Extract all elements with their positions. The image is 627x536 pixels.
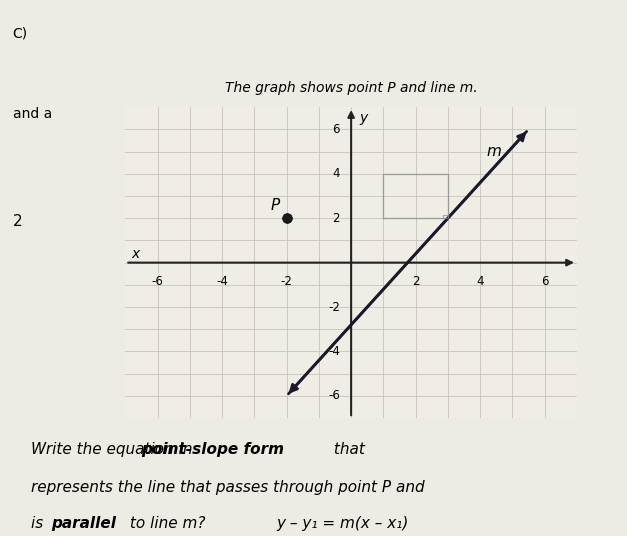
Text: The graph shows point P and line m.: The graph shows point P and line m. — [225, 81, 477, 95]
Text: represents the line that passes through point P and: represents the line that passes through … — [31, 480, 425, 495]
Text: -4: -4 — [216, 275, 228, 288]
Text: point-slope form: point-slope form — [141, 442, 284, 457]
Text: -4: -4 — [328, 345, 340, 358]
Text: P: P — [270, 198, 280, 213]
Text: 6: 6 — [332, 123, 340, 136]
Text: 4: 4 — [477, 275, 484, 288]
Text: -2: -2 — [328, 301, 340, 314]
Text: 4: 4 — [332, 167, 340, 180]
Text: y – y₁ = m(x – x₁): y – y₁ = m(x – x₁) — [276, 516, 408, 531]
Text: -6: -6 — [152, 275, 164, 288]
Text: -2: -2 — [281, 275, 293, 288]
Text: is: is — [31, 516, 48, 531]
Text: x: x — [132, 247, 140, 260]
Text: 2: 2 — [13, 214, 22, 229]
Text: to line m?: to line m? — [125, 516, 206, 531]
Text: -6: -6 — [328, 389, 340, 403]
Text: and a: and a — [13, 107, 52, 121]
Text: 2: 2 — [332, 212, 340, 225]
Text: that: that — [329, 442, 365, 457]
Text: parallel: parallel — [51, 516, 117, 531]
Text: C): C) — [13, 27, 28, 41]
Text: y: y — [359, 111, 367, 125]
Text: Write the equation in: Write the equation in — [31, 442, 198, 457]
Text: m: m — [487, 144, 502, 159]
Text: 6: 6 — [541, 275, 549, 288]
Text: 2: 2 — [412, 275, 419, 288]
